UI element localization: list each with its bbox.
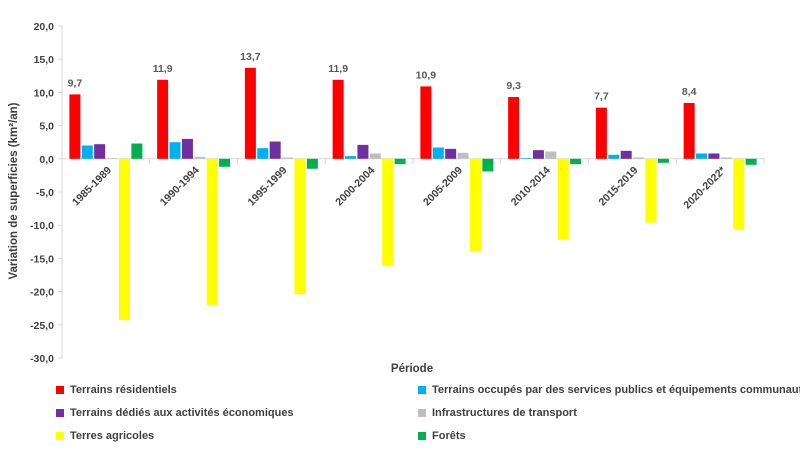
data-label: 7,7 [594,91,609,103]
bar-5-2010-2014 [557,158,569,240]
y-tick-label: 10,0 [34,87,55,99]
legend-swatch [56,432,64,440]
legend-swatch [418,386,426,394]
bar-3-1985-1989 [94,144,106,159]
bar-2-1990-1994 [169,142,181,159]
data-label: 11,9 [328,63,348,75]
legend-item: Terrains dédiés aux activités économique… [56,407,294,419]
bar-6-2000-2004 [394,158,406,165]
legend-swatch [56,386,64,394]
bar-1-2015-2019 [595,107,607,159]
legend-label: Terrains dédiés aux activités économique… [70,407,294,419]
legend-item: Infrastructures de transport [418,407,577,419]
bar-1-1990-1994 [157,79,169,159]
bar-1-2020-2022* [683,103,695,159]
data-label: 13,7 [240,51,261,63]
bar-1-2005-2009 [420,86,432,159]
data-label: 9,7 [68,77,83,89]
bar-1-1985-1989 [69,94,81,159]
legend-label: Infrastructures de transport [432,407,577,419]
y-tick-label: -15,0 [30,253,54,265]
x-axis-title: Période [391,363,433,375]
bar-3-1995-1999 [269,141,281,159]
bar-1-2010-2014 [508,97,520,159]
plot-area: 20,0 15,0 10,0 5,0 0,0 -5,0 -10,0 -15,0 -20,0 -25… [30,21,765,365]
category-label: 1985-1989 [70,164,114,208]
bar-2-2010-2014 [520,158,532,159]
category-label: 1990-1994 [158,164,202,208]
bar-6-2015-2019 [657,158,669,163]
y-tick-label: 15,0 [34,54,55,66]
bar-4-1990-1994 [194,156,206,159]
data-label: 9,3 [506,80,521,92]
bar-2-2000-2004 [345,156,357,159]
y-tick-label: 0,0 [39,154,54,166]
bar-5-1990-1994 [206,158,218,305]
bar-5-2000-2004 [382,158,394,266]
bar-4-2000-2004 [369,153,381,159]
legend-swatch [418,409,426,417]
bar-5-2015-2019 [645,158,657,223]
bar-1-2000-2004 [332,79,344,159]
bar-1-1995-1999 [244,67,256,159]
y-axis-title: Variation de superficies (km²/an) [8,102,20,279]
bar-3-2010-2014 [532,150,544,159]
y-tick-label: -20,0 [30,287,54,299]
bar-6-2010-2014 [570,158,582,165]
bar-6-1995-1999 [306,158,318,169]
legend-item: Forêts [418,430,466,442]
bar-4-1995-1999 [282,157,294,159]
legend-item: Terrains résidentiels [56,384,177,396]
legend-swatch [56,409,64,417]
category-label: 2020-2022* [681,164,729,212]
bar-2-2020-2022* [696,153,708,159]
bar-3-2005-2009 [445,148,457,159]
category-label: 2010-2014 [509,164,553,208]
legend-item: Terrains occupés par des services public… [418,384,800,396]
bar-5-2020-2022* [733,158,745,230]
data-label: 8,4 [682,86,697,98]
category-label: 2000-2004 [333,164,377,208]
bar-2-1995-1999 [257,148,269,159]
bar-6-2005-2009 [482,158,494,172]
legend-swatch [418,432,426,440]
bar-4-2020-2022* [720,157,732,159]
category-label: 2015-2019 [597,164,641,208]
data-label: 10,9 [416,69,437,81]
y-tick-label: 20,0 [34,21,55,33]
bar-4-2010-2014 [545,151,557,159]
legend-label: Terrains résidentiels [70,384,177,396]
data-label: 11,9 [153,63,173,75]
bar-4-2015-2019 [633,157,645,159]
bar-6-1985-1989 [131,143,143,159]
bar-5-2005-2009 [469,158,481,252]
bar-5-1985-1989 [118,158,130,321]
bar-4-1985-1989 [106,158,118,159]
y-tick-label: -30,0 [30,353,54,365]
bar-5-1995-1999 [294,158,306,295]
category-label: 1995-1999 [246,164,290,208]
legend-label: Terrains occupés par des services public… [432,384,800,396]
bar-3-1990-1994 [181,138,193,159]
category-label: 2005-2009 [421,164,465,208]
bar-6-2020-2022* [745,158,757,165]
bar-6-1990-1994 [219,158,231,167]
bar-3-2020-2022* [708,153,720,159]
bar-2-2005-2009 [432,147,444,159]
y-tick-label: 5,0 [39,121,54,133]
bar-3-2000-2004 [357,144,369,159]
y-tick-label: -25,0 [30,320,54,332]
y-tick-label: -5,0 [36,187,54,199]
bar-3-2015-2019 [620,150,632,159]
legend-label: Forêts [432,430,466,442]
legend-item: Terres agricoles [56,430,154,442]
bar-4-2005-2009 [457,152,469,159]
legend-label: Terres agricoles [70,430,155,442]
y-tick-label: -10,0 [30,220,54,232]
bar-2-1985-1989 [81,145,93,159]
bar-2-2015-2019 [608,154,620,159]
